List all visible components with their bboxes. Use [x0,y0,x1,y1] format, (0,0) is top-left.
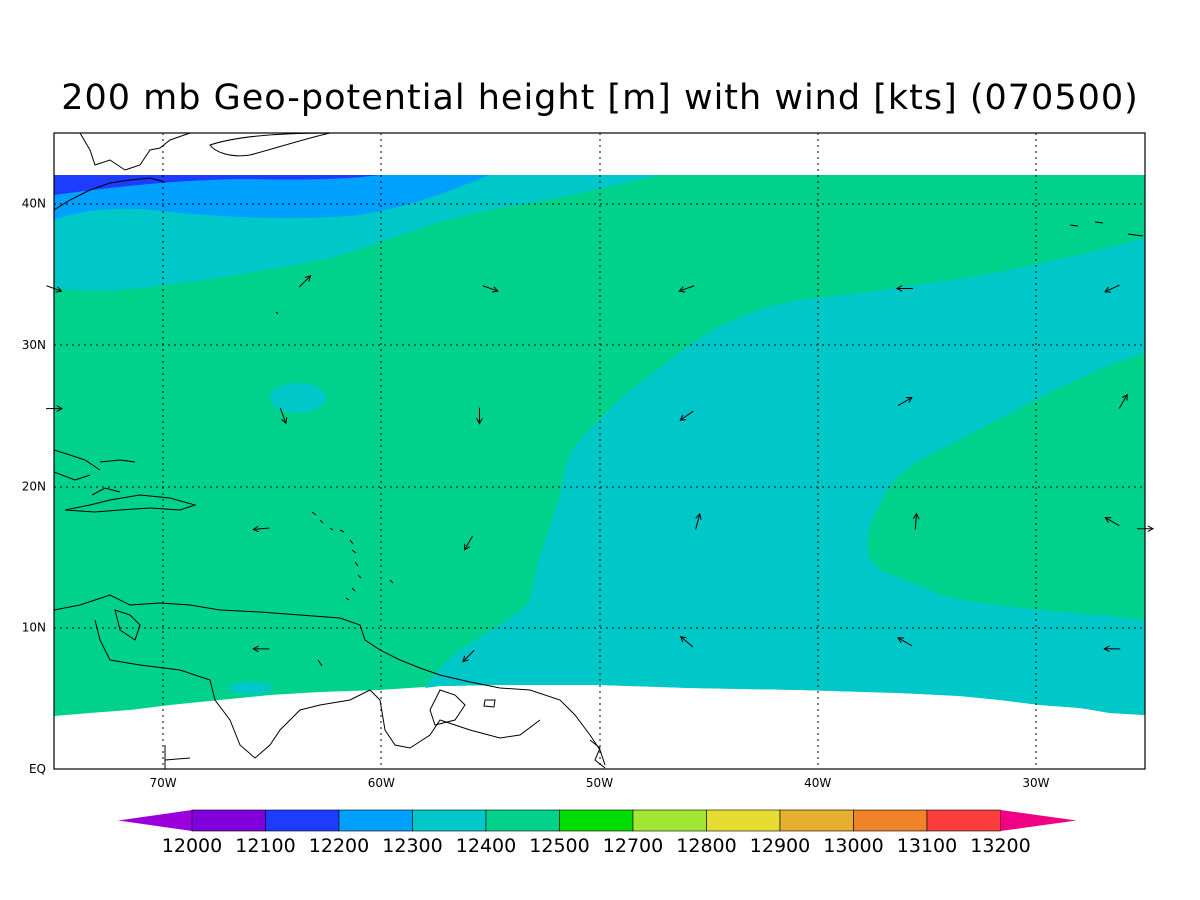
contour-fill-12300-central [425,175,1145,715]
island-outlines [275,221,1144,667]
lat-label: 10N [22,621,46,635]
wind-vectors [46,275,1155,663]
colorbar-label: 12400 [456,835,516,857]
colorbar-swatch [706,809,781,832]
latitude-labels: EQ 10N 20N 30N 40N [22,197,46,776]
wind-arrow [895,285,913,292]
wind-arrow [679,410,694,421]
wind-arrow [678,285,695,293]
wind-arrow [279,407,288,425]
contour-fill-12400-east [870,355,1145,617]
plot-area [54,133,1145,769]
colorbar-label: 12200 [309,835,369,857]
wind-arrow [695,512,702,530]
lat-label: 40N [22,197,46,211]
plot-frame [53,132,1146,770]
wind-arrow [912,512,920,530]
colorbar-swatch [412,809,487,832]
contour-fill-12300-blob [270,383,326,413]
lat-label: EQ [29,762,46,776]
colorbar-swatch [265,809,340,832]
colorbar-label: 12000 [162,835,222,857]
lon-label: 40W [804,776,831,790]
lon-label: 60W [368,776,395,790]
colorbar-label: 12700 [603,835,663,857]
lon-label: 30W [1022,776,1049,790]
colorbar-swatch [191,809,266,832]
wind-arrow [1137,525,1155,533]
lon-label: 70W [150,776,177,790]
colorbar-swatch [853,809,928,832]
map-title: 200 mb Geo-potential height [m] with win… [61,78,1139,118]
wind-arrow [464,535,474,551]
contour-fill-12300-small [228,682,272,694]
colorbar-swatch [779,809,854,832]
grid-lines [54,133,1145,769]
wind-arrow [897,397,913,406]
wind-arrow [462,649,475,663]
colorbar-arrow-high [1000,810,1077,831]
colorbar-label: 13100 [897,835,957,857]
wind-arrow [1104,517,1120,527]
colorbar-label: 12900 [750,835,810,857]
coastlines [54,133,606,769]
colorbar-arrow-low [118,810,192,831]
lat-label: 30N [22,338,46,352]
colorbar-swatch [338,809,413,832]
colorbar-label: 12500 [529,835,589,857]
wind-arrow [1118,393,1128,409]
wind-arrow [476,407,483,425]
wind-arrow [298,275,312,288]
contour-fill-12100 [54,175,380,195]
contour-fill-12200 [54,175,490,220]
wind-arrow [1103,645,1121,653]
longitude-labels: 70W 60W 50W 40W 30W [150,776,1050,790]
colorbar-label: 12300 [382,835,442,857]
colorbar-label: 12800 [676,835,736,857]
colorbar: 12000 12100 12200 12300 12400 12500 12700 12800… [118,809,1077,857]
wind-arrow [1104,284,1120,293]
wind-arrow [46,285,63,293]
colorbar-swatch [632,809,707,832]
colorbar-swatch [926,809,1001,832]
wind-arrow [679,635,694,648]
wind-arrow [46,405,64,412]
colorbar-label: 13200 [970,835,1030,857]
colorbar-swatch [559,809,634,832]
colorbar-label: 13000 [823,835,883,857]
colorbar-swatch [485,809,560,832]
colorbar-label: 12100 [235,835,295,857]
wind-arrow [482,285,499,293]
lat-label: 20N [22,479,46,493]
wind-arrow [897,637,913,647]
wind-arrow [252,645,270,653]
wind-arrow [252,525,270,533]
lon-label: 50W [586,776,613,790]
